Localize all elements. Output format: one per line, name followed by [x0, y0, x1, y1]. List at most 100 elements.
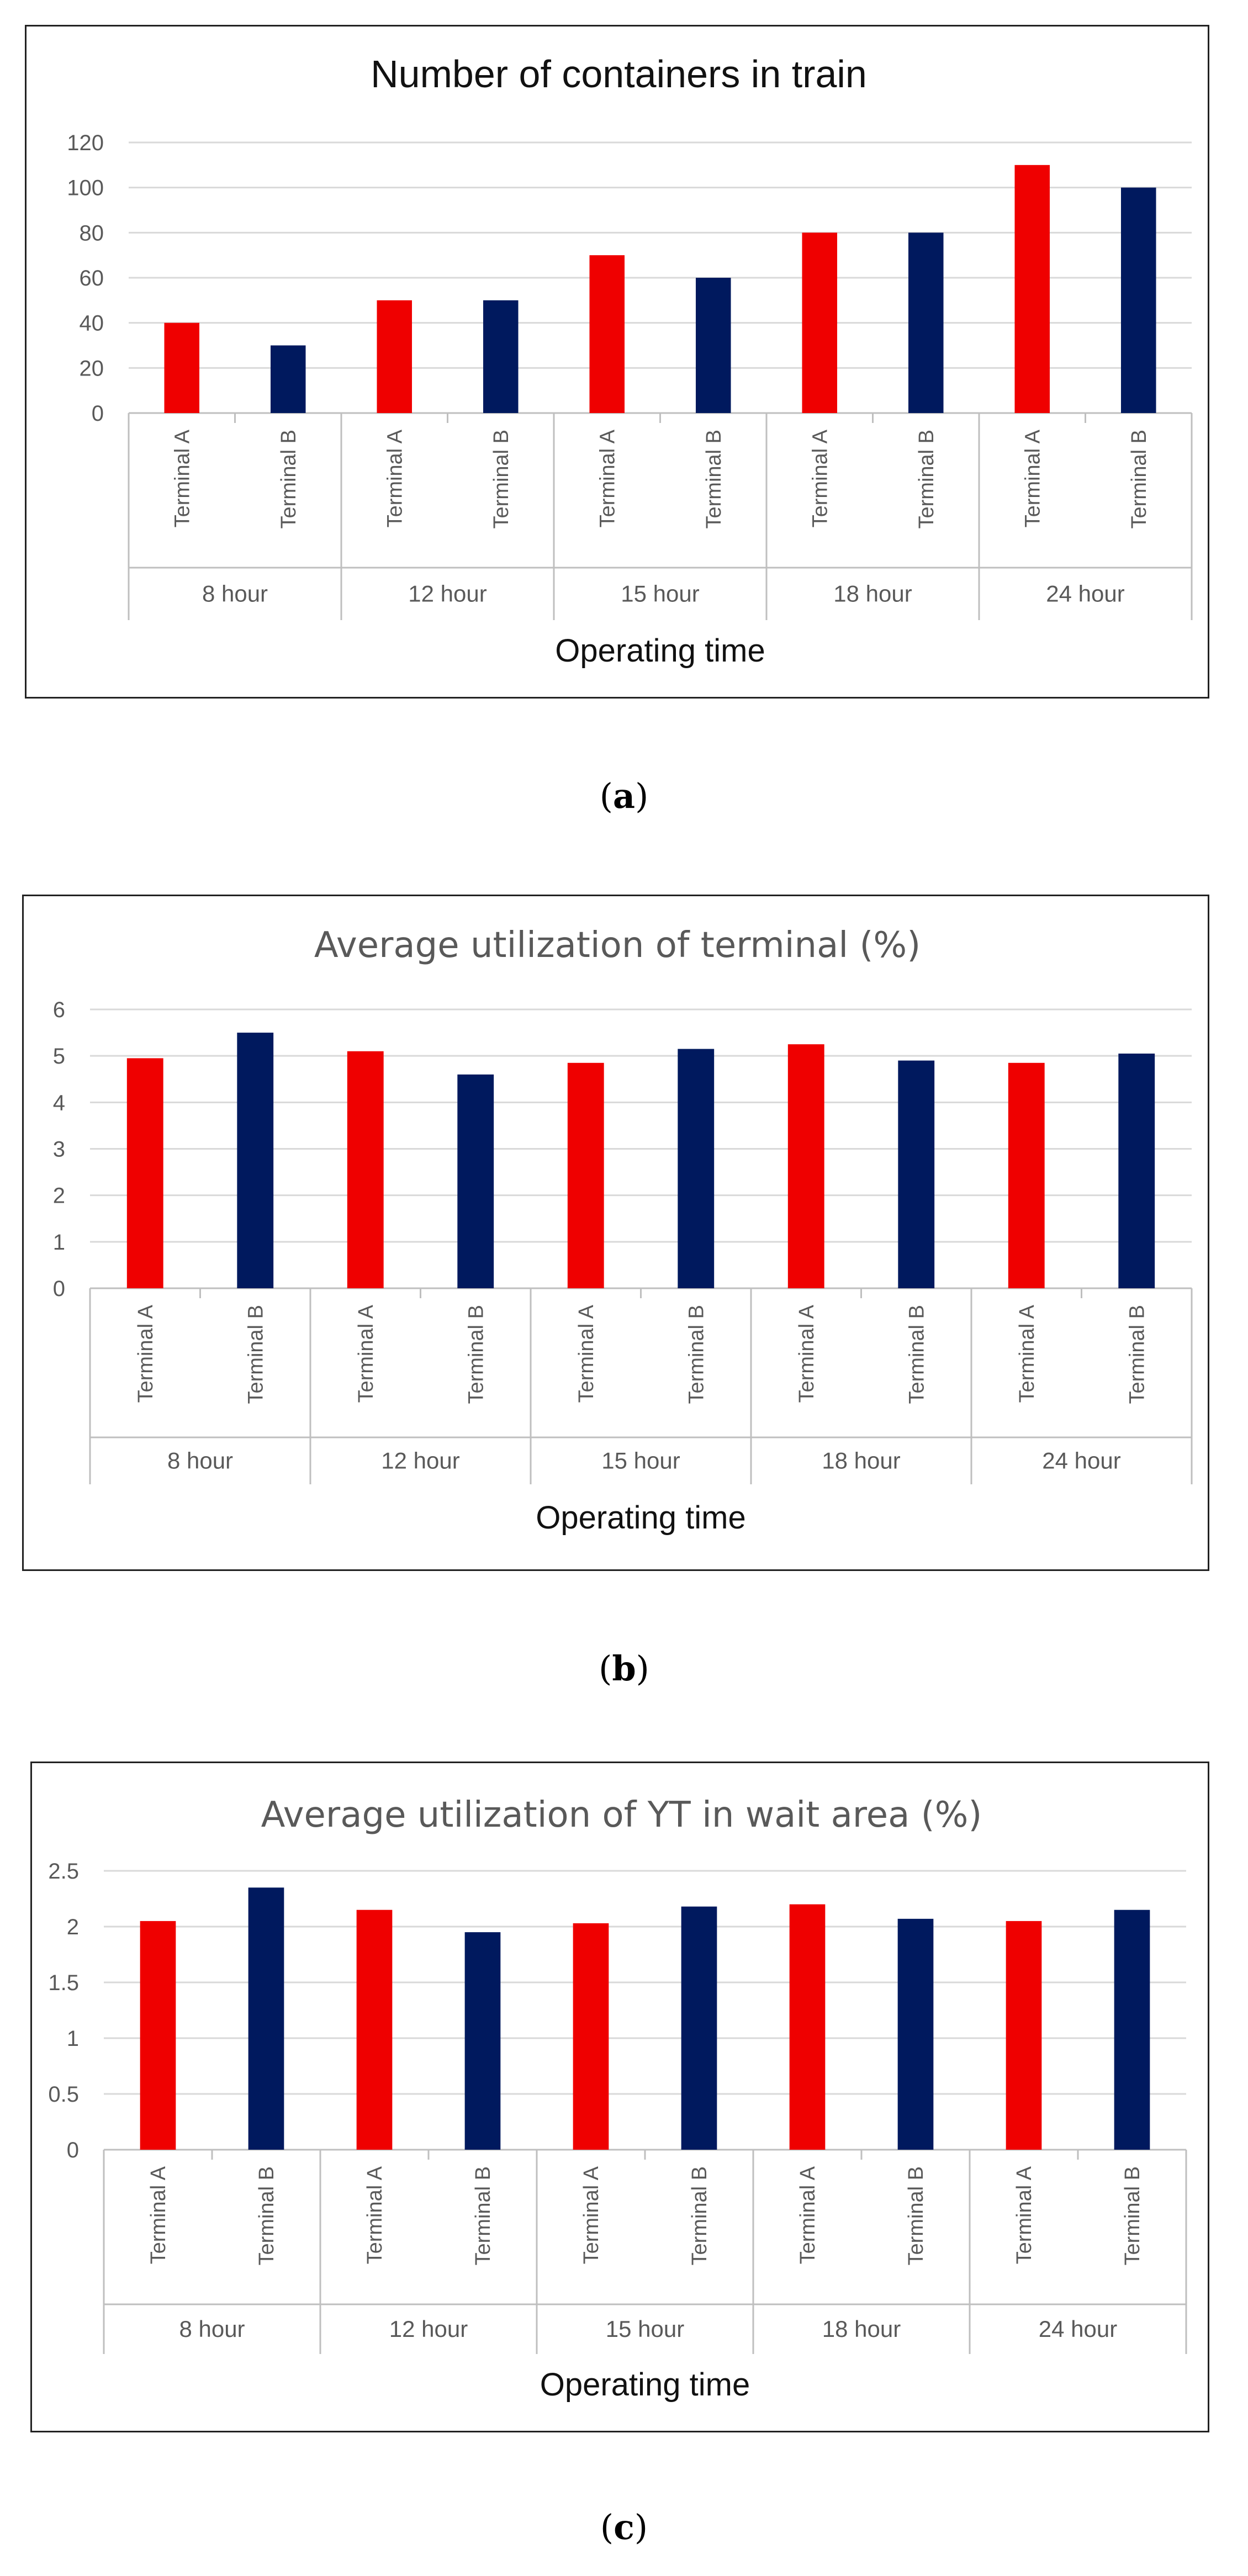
caption-b-label: b — [612, 1648, 636, 1689]
chart-c-bar-terminal-a-5 — [1006, 1921, 1042, 2150]
chart-c-bar-terminal-b-3 — [681, 1906, 717, 2150]
chart-c-category-label: Terminal A — [363, 2166, 387, 2264]
chart-b-category-label: Terminal B — [905, 1305, 928, 1404]
caption-c: (c) — [600, 2507, 648, 2547]
chart-c-group-label: 12 hour — [389, 2316, 468, 2342]
chart-a-category-label: Terminal A — [383, 429, 406, 527]
chart-c-group-label: 18 hour — [822, 2316, 901, 2342]
chart-a-y-tick-label: 20 — [80, 356, 104, 380]
chart-c-bar-terminal-b-4 — [897, 1918, 934, 2150]
chart-a-group-label: 24 hour — [1046, 581, 1124, 607]
chart-c-y-tick-label: 2 — [67, 1915, 79, 1939]
chart-a-category-label: Terminal B — [490, 430, 513, 529]
chart-c-bar-terminal-b-1 — [248, 1887, 284, 2150]
chart-b-y-tick-label: 4 — [53, 1091, 65, 1115]
chart-a-group-label: 18 hour — [833, 581, 912, 607]
chart-c-svg: Average utilization of YT in wait area (… — [48, 1795, 1187, 2403]
chart-a-bar-terminal-b-3 — [695, 278, 731, 413]
chart-b-bar-terminal-b-2 — [457, 1074, 494, 1288]
chart-b-group-label: 12 hour — [381, 1448, 459, 1474]
chart-b-category-label: Terminal B — [1125, 1305, 1149, 1404]
chart-panel-a: Number of containers in train 0 20 40 60 80 10… — [25, 25, 1209, 699]
chart-b-group-label: 8 hour — [167, 1448, 233, 1474]
chart-c-y-tick-label: 0 — [67, 2138, 79, 2162]
chart-a-y-tick-label: 60 — [80, 266, 104, 290]
chart-b-y-tick-label: 6 — [53, 998, 65, 1022]
chart-c-x-axis-title: Operating time — [540, 2367, 750, 2403]
chart-c-bar-terminal-a-4 — [789, 1904, 826, 2150]
chart-a-bar-terminal-b-2 — [483, 300, 519, 413]
chart-b-category-label: Terminal A — [795, 1304, 818, 1403]
caption-a: (a) — [599, 776, 649, 816]
chart-b-group-label: 15 hour — [601, 1448, 680, 1474]
chart-b-bar-terminal-a-3 — [567, 1062, 604, 1288]
chart-a-category-label: Terminal A — [596, 429, 619, 527]
chart-c-category-label: Terminal A — [147, 2166, 170, 2264]
chart-c-category-label: Terminal B — [1121, 2166, 1144, 2266]
chart-c-bar-terminal-a-2 — [356, 1909, 393, 2150]
chart-panel-b: Average utilization of terminal (%) 0 1 2 3 4… — [22, 895, 1209, 1571]
chart-b-category-label: Terminal A — [355, 1304, 378, 1403]
caption-b: (b) — [599, 1648, 649, 1689]
chart-b-bar-terminal-a-1 — [126, 1058, 163, 1288]
chart-c-y-tick-label: 2.5 — [48, 1859, 79, 1884]
chart-a-bar-terminal-a-1 — [164, 322, 200, 413]
chart-b-bar-terminal-a-5 — [1008, 1062, 1045, 1288]
chart-b-y-tick-label: 1 — [53, 1230, 65, 1255]
chart-b-group-label: 18 hour — [822, 1448, 900, 1474]
chart-c-y-tick-label: 0.5 — [48, 2082, 79, 2107]
chart-a-category-label: Terminal B — [277, 430, 300, 529]
chart-b-category-label: Terminal A — [1016, 1304, 1039, 1403]
chart-a-title: Number of containers in train — [371, 52, 867, 96]
chart-c-group-label: 24 hour — [1039, 2316, 1117, 2342]
chart-c-bar-terminal-a-3 — [573, 1923, 609, 2150]
chart-c-bar-terminal-b-2 — [464, 1932, 501, 2150]
chart-b-bar-terminal-b-5 — [1118, 1053, 1155, 1288]
chart-a-bar-terminal-a-5 — [1014, 165, 1050, 413]
chart-c-y-tick-label: 1 — [67, 2027, 79, 2051]
chart-b-bar-terminal-b-4 — [898, 1060, 935, 1288]
chart-c-category-label: Terminal B — [688, 2166, 711, 2266]
chart-b-category-label: Terminal B — [464, 1305, 488, 1404]
chart-b-group-label: 24 hour — [1042, 1448, 1120, 1474]
chart-a-bar-terminal-b-1 — [270, 345, 306, 413]
chart-a-category-label: Terminal A — [171, 429, 194, 527]
chart-c-title: Average utilization of YT in wait area (… — [261, 1795, 982, 1836]
chart-c-category-label: Terminal A — [796, 2166, 819, 2264]
chart-a-y-tick-label: 100 — [67, 176, 104, 200]
chart-b-y-tick-label: 5 — [53, 1044, 65, 1069]
chart-c-group-label: 8 hour — [179, 2316, 245, 2342]
chart-a-x-axis-title: Operating time — [555, 633, 765, 669]
chart-a-bar-terminal-a-3 — [589, 255, 625, 413]
caption-c-label: c — [614, 2507, 634, 2547]
chart-panel-c: Average utilization of YT in wait area (… — [30, 1762, 1209, 2432]
chart-a-y-tick-label: 40 — [80, 311, 104, 336]
chart-b-category-label: Terminal A — [134, 1304, 157, 1403]
chart-a-bar-terminal-b-5 — [1120, 187, 1156, 413]
chart-b-category-label: Terminal B — [685, 1305, 708, 1404]
chart-b-y-tick-label: 2 — [53, 1184, 65, 1208]
chart-c-category-label: Terminal A — [1013, 2166, 1036, 2264]
caption-a-label: a — [612, 776, 636, 816]
chart-c-category-label: Terminal B — [472, 2166, 495, 2266]
chart-a-y-tick-label: 120 — [67, 131, 104, 155]
chart-b-y-tick-label: 3 — [53, 1138, 65, 1162]
chart-c-category-label: Terminal B — [255, 2166, 278, 2266]
chart-a-group-label: 15 hour — [621, 581, 699, 607]
chart-c-y-tick-label: 1.5 — [48, 1971, 79, 1995]
chart-a-svg: Number of containers in train 0 20 40 60 80 10… — [67, 52, 1193, 669]
chart-a-category-label: Terminal B — [1128, 430, 1151, 529]
chart-c-bar-terminal-b-5 — [1114, 1909, 1150, 2150]
chart-b-category-label: Terminal B — [244, 1305, 267, 1404]
chart-b-bar-terminal-b-1 — [237, 1033, 274, 1288]
chart-b-bar-terminal-a-2 — [347, 1051, 384, 1288]
chart-b-x-axis-title: Operating time — [536, 1500, 745, 1536]
chart-a-category-label: Terminal B — [702, 430, 726, 529]
chart-a-bar-terminal-b-4 — [908, 232, 944, 413]
chart-b-svg: Average utilization of terminal (%) 0 1 2 3 4… — [53, 925, 1193, 1536]
chart-a-group-label: 12 hour — [408, 581, 486, 607]
chart-a-category-label: Terminal A — [1021, 429, 1044, 527]
chart-c-group-label: 15 hour — [606, 2316, 684, 2342]
chart-b-title: Average utilization of terminal (%) — [314, 925, 921, 966]
chart-a-bar-terminal-a-4 — [802, 232, 838, 413]
